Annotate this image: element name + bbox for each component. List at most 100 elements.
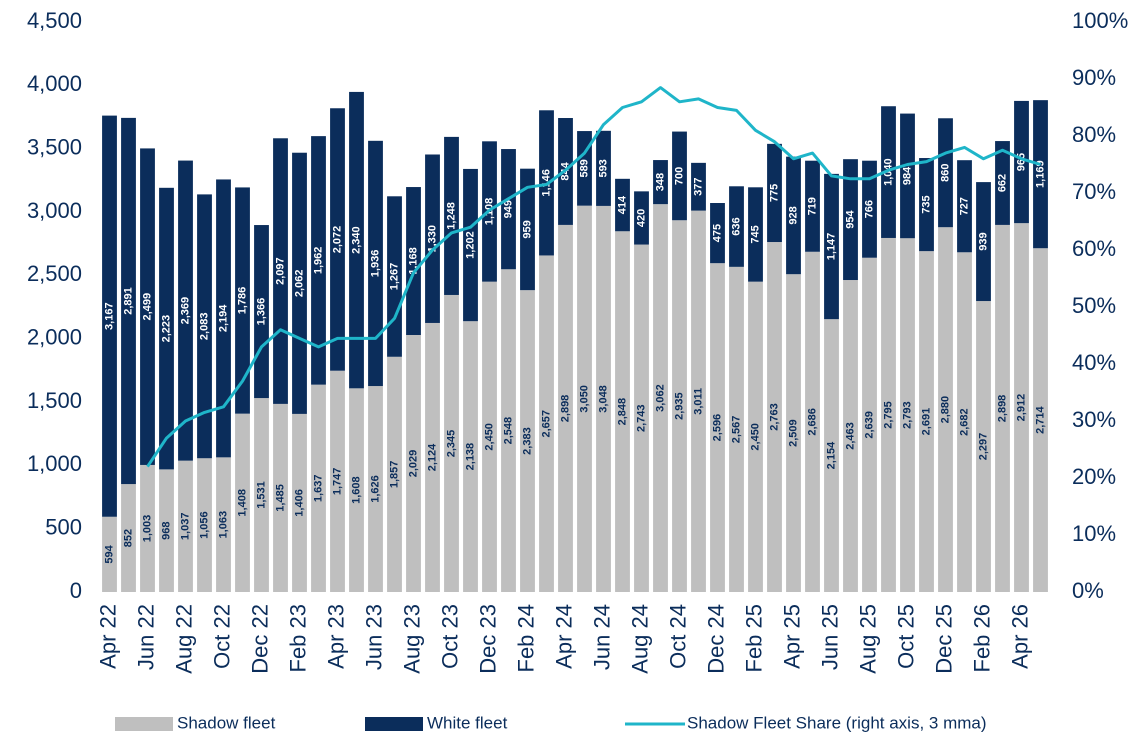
bar-segment [349,388,364,592]
data-label: 2,383 [521,427,533,455]
bar-segment [482,281,497,592]
bar-segment [596,205,611,593]
data-label: 1,626 [369,475,381,503]
data-label: 594 [103,544,115,563]
legend-swatch [115,717,173,731]
data-label: 3,062 [654,384,666,412]
bar-segment [843,280,858,592]
data-label: 984 [901,166,913,185]
y-tick-label: 4,000 [27,71,82,96]
data-label: 1,040 [882,158,894,186]
x-tick-label: Oct 22 [209,604,234,669]
bar-segment [672,220,687,592]
bar-segment [501,149,516,270]
data-label: 3,167 [103,302,115,330]
y2-tick-label: 40% [1072,350,1116,375]
data-label: 2,686 [806,408,818,436]
data-label: 2,138 [464,443,476,471]
y2-tick-label: 20% [1072,464,1116,489]
data-label: 2,297 [977,433,989,461]
data-label: 2,891 [122,287,134,315]
bar-segment [824,173,839,320]
x-tick-label: Aug 24 [627,604,652,674]
data-label: 2,639 [863,411,875,439]
data-label: 2,548 [502,417,514,445]
data-label: 1,202 [464,231,476,259]
data-label: 3,011 [692,388,704,415]
data-label: 1,962 [312,247,324,275]
data-label: 2,072 [331,226,343,254]
data-label: 2,223 [160,315,172,343]
data-label: 377 [692,178,704,196]
y-tick-label: 3,500 [27,134,82,159]
legend-label: Shadow Fleet Share (right axis, 3 mma) [687,713,987,732]
x-tick-label: Oct 23 [437,604,462,669]
bar-segment [805,251,820,593]
data-label: 414 [616,195,628,214]
bar-segment [957,252,972,592]
data-label: 735 [920,195,932,213]
bar-segment [748,281,763,592]
bar-segment [121,117,136,485]
bar-segment [159,469,174,592]
legend-label: White fleet [427,713,508,732]
bar-segment [995,141,1010,225]
data-label: 949 [502,200,514,218]
x-tick-label: Aug 23 [399,604,424,674]
y-tick-label: 500 [45,514,82,539]
data-label: 1,406 [293,489,305,517]
y2-tick-label: 90% [1072,65,1116,90]
data-label: 1,248 [445,202,457,230]
bar-segment [691,162,706,211]
bar-segment [235,187,250,414]
bar-segment [786,274,801,592]
y2-tick-label: 80% [1072,122,1116,147]
data-label: 2,097 [274,257,286,285]
bar-segment [900,238,915,592]
bar-segment [748,187,763,282]
y-tick-label: 1,000 [27,451,82,476]
bar-segment [140,148,155,465]
bar-segment [710,203,725,264]
data-label: 2,499 [141,293,153,321]
bar-segment [634,191,649,245]
bar-segment [596,130,611,206]
data-label: 2,062 [293,270,305,298]
data-label: 3,048 [597,385,609,413]
bar-segment [444,136,459,295]
bar-segment [881,237,896,592]
x-tick-label: Feb 26 [969,604,994,673]
bar-segment [140,464,155,592]
x-tick-label: Jun 25 [817,604,842,670]
bar-segment [729,266,744,592]
bar-segment [102,115,117,517]
bar-segment [938,118,953,228]
bar-segment [1033,100,1048,249]
bar-segment [957,160,972,253]
x-tick-label: Jun 22 [133,604,158,670]
bar-segment [273,403,288,592]
bar-segment [805,160,820,252]
bar-segment [862,257,877,592]
y2-tick-label: 100% [1072,8,1128,33]
bar-segment [653,160,668,205]
data-label: 1,003 [141,515,153,543]
bar-segment [634,244,649,592]
data-label: 860 [939,164,951,182]
data-label: 1,936 [369,250,381,278]
bar-segment [938,227,953,592]
data-label: 589 [578,159,590,177]
bar-segment [121,484,136,592]
data-label: 593 [597,159,609,177]
data-label: 2,795 [882,401,894,429]
y-tick-label: 4,500 [27,8,82,33]
data-label: 1,786 [236,287,248,315]
y2-tick-label: 10% [1072,521,1116,546]
bar-segment [843,159,858,281]
data-label: 2,029 [407,450,419,478]
bar-segment [197,458,212,592]
x-tick-label: Dec 22 [247,604,272,674]
bar-segment [197,194,212,459]
bar-segment [919,251,934,592]
data-label: 2,682 [958,408,970,436]
